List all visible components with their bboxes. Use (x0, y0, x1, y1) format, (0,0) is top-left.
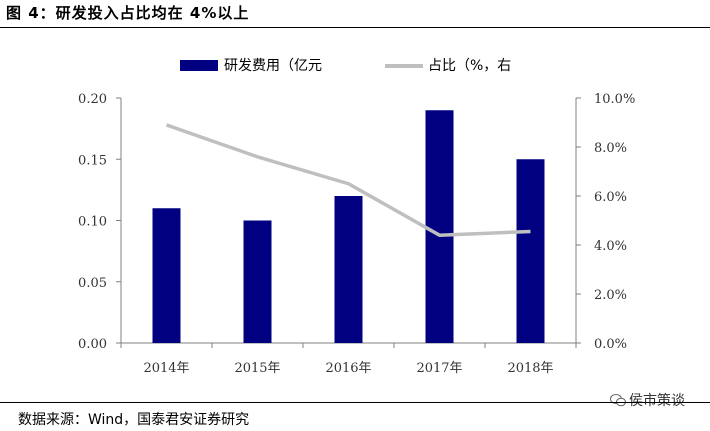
right-y-tick-label: 2.0% (594, 288, 627, 303)
left-y-tick-labels: 0.00 0.05 0.10 0.15 0.20 (78, 92, 107, 352)
left-y-tick-label: 0.00 (78, 337, 107, 352)
right-y-tick-label: 4.0% (594, 239, 627, 254)
watermark-text: 侯市策谈 (629, 393, 685, 409)
legend: 研发费用（亿元 占比（%，右 (180, 58, 511, 74)
legend-label-bar: 研发费用（亿元 (224, 58, 322, 74)
source-note: 数据来源：Wind，国泰君安证券研究 (18, 412, 250, 428)
x-tick-label: 2017年 (416, 361, 462, 376)
bar-2016 (334, 196, 363, 343)
left-y-tick-label: 0.15 (78, 153, 107, 168)
wechat-icon (610, 393, 626, 406)
line-series (165, 123, 531, 237)
bottom-rule (0, 402, 710, 403)
x-tick-label: 2016年 (325, 361, 371, 376)
figure-title: 图 4：研发投入占比均在 4%以上 (6, 4, 250, 22)
bar-2015 (243, 220, 272, 343)
chart: 研发费用（亿元 占比（%，右 2014年 2015年 2016年 2017年 2018年… (78, 58, 635, 376)
watermark: 侯市策谈 (610, 390, 685, 410)
x-tick-labels: 2014年 2015年 2016年 2017年 2018年 (143, 361, 553, 376)
x-tick-label: 2018年 (507, 361, 553, 376)
right-y-tick-label: 0.0% (594, 337, 627, 352)
top-rule (0, 27, 710, 28)
x-tick-label: 2014年 (143, 361, 189, 376)
bar-2018 (516, 159, 545, 343)
right-y-tick-label: 6.0% (594, 190, 627, 205)
right-y-tick-label: 10.0% (594, 92, 635, 107)
legend-swatch-bar (180, 60, 218, 71)
right-y-tick-label: 8.0% (594, 141, 627, 156)
left-y-tick-label: 0.10 (78, 215, 107, 230)
left-y-tick-label: 0.20 (78, 92, 107, 107)
right-y-tick-labels: 0.0% 2.0% 4.0% 6.0% 8.0% 10.0% (594, 92, 635, 352)
bars (152, 110, 545, 343)
x-tick-label: 2015年 (234, 361, 280, 376)
legend-label-line: 占比（%，右 (428, 58, 511, 74)
left-y-tick-label: 0.05 (78, 276, 107, 291)
bar-2014 (152, 208, 181, 343)
bar-2017 (425, 110, 454, 343)
